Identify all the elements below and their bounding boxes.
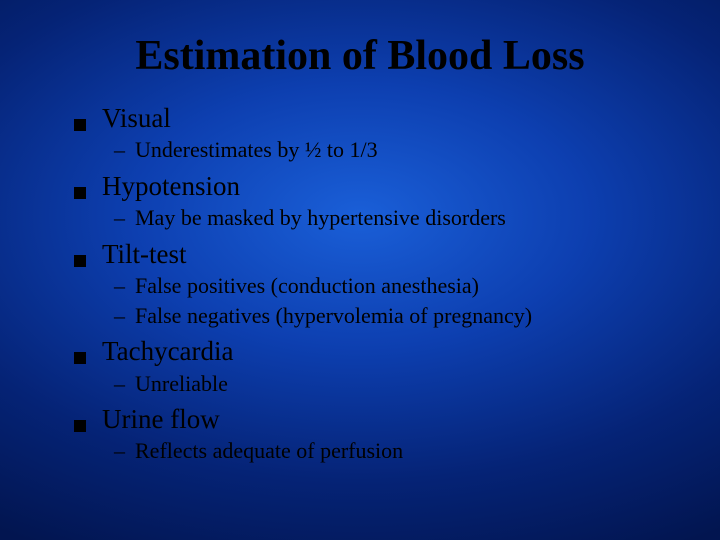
square-bullet-icon — [74, 187, 86, 199]
subitem-label: May be masked by hypertensive disorders — [135, 204, 506, 232]
list-item: Tilt-test — [74, 238, 672, 270]
item-label: Urine flow — [102, 403, 220, 435]
list-subitem: – False negatives (hypervolemia of pregn… — [114, 302, 672, 330]
subitem-label: Reflects adequate of perfusion — [135, 437, 403, 465]
subitem-label: False positives (conduction anesthesia) — [135, 272, 479, 300]
dash-icon: – — [114, 273, 125, 299]
item-label: Tilt-test — [102, 238, 187, 270]
slide-content: Visual – Underestimates by ½ to 1/3 Hypo… — [48, 102, 672, 465]
list-subitem: – Unreliable — [114, 370, 672, 398]
square-bullet-icon — [74, 119, 86, 131]
slide-title: Estimation of Blood Loss — [48, 32, 672, 80]
dash-icon: – — [114, 205, 125, 231]
list-item: Urine flow — [74, 403, 672, 435]
dash-icon: – — [114, 303, 125, 329]
subitem-label: Unreliable — [135, 370, 228, 398]
list-subitem: – Reflects adequate of perfusion — [114, 437, 672, 465]
item-label: Tachycardia — [102, 335, 234, 367]
list-item: Visual — [74, 102, 672, 134]
square-bullet-icon — [74, 420, 86, 432]
dash-icon: – — [114, 371, 125, 397]
item-label: Visual — [102, 102, 171, 134]
list-subitem: – May be masked by hypertensive disorder… — [114, 204, 672, 232]
list-subitem: – False positives (conduction anesthesia… — [114, 272, 672, 300]
subitem-label: False negatives (hypervolemia of pregnan… — [135, 302, 532, 330]
item-label: Hypotension — [102, 170, 240, 202]
dash-icon: – — [114, 137, 125, 163]
subitem-label: Underestimates by ½ to 1/3 — [135, 136, 378, 164]
dash-icon: – — [114, 438, 125, 464]
list-item: Hypotension — [74, 170, 672, 202]
square-bullet-icon — [74, 255, 86, 267]
square-bullet-icon — [74, 352, 86, 364]
list-item: Tachycardia — [74, 335, 672, 367]
slide: Estimation of Blood Loss Visual – Undere… — [0, 0, 720, 540]
list-subitem: – Underestimates by ½ to 1/3 — [114, 136, 672, 164]
